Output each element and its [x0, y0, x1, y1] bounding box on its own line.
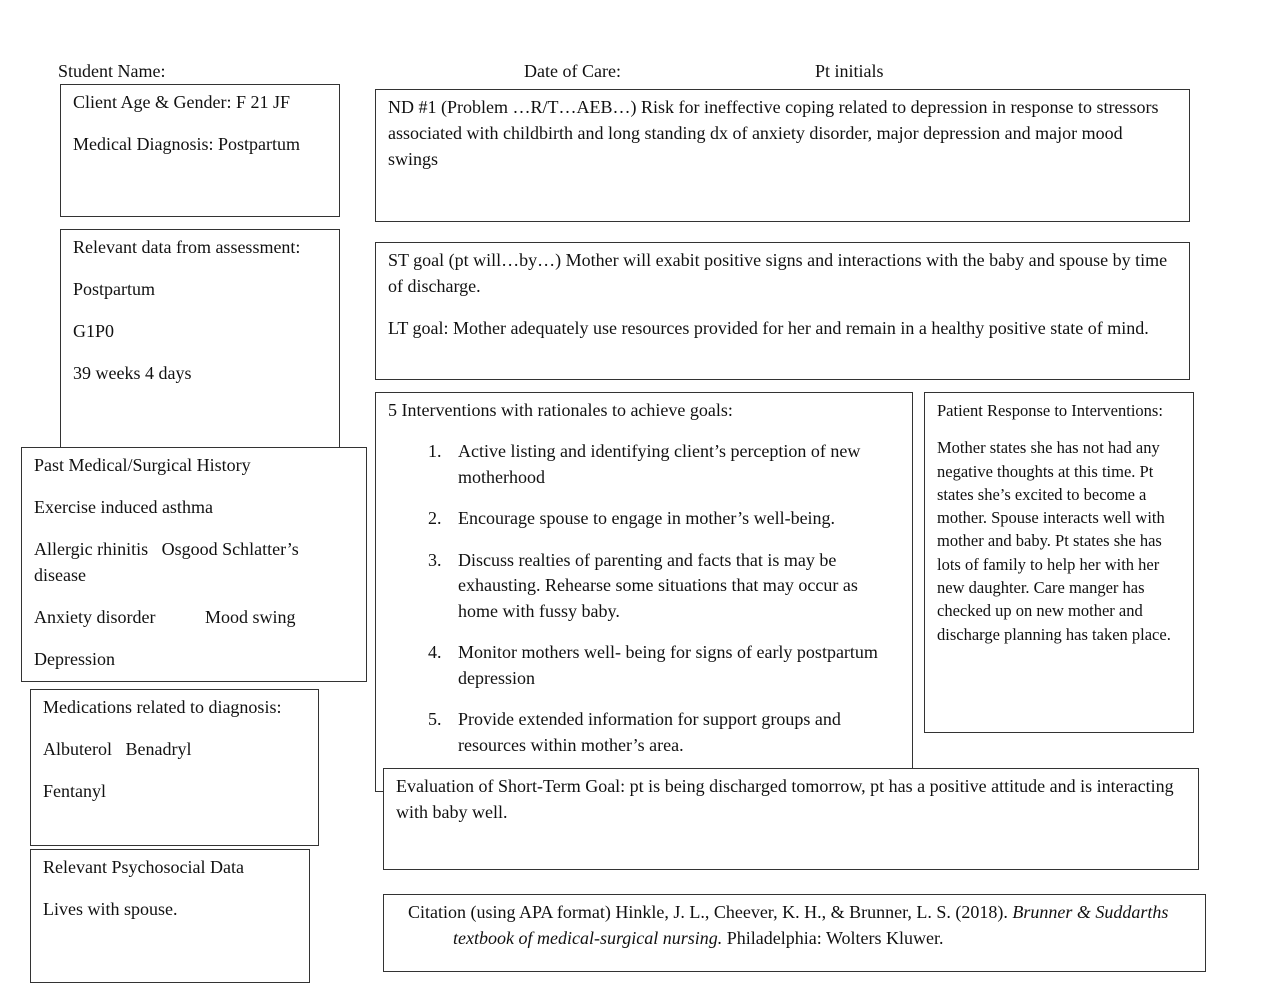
assessment-item: Postpartum [73, 279, 156, 299]
citation-box: Citation (using APA format) Hinkle, J. L… [383, 894, 1206, 972]
citation-suffix: Philadelphia: Wolters Kluwer. [722, 928, 944, 948]
medications-title: Medications related to diagnosis: [43, 697, 282, 717]
citation-title: Brunner & Suddarths textbook of medical-… [453, 902, 1169, 948]
student-name-label: Student Name: [58, 61, 166, 81]
date-of-care-label: Date of Care: [524, 61, 621, 81]
assessment-item: 39 weeks 4 days [73, 363, 192, 383]
patient-response-text: Mother states she has not had any negati… [937, 438, 1171, 644]
client-age-gender: Client Age & Gender: F 21 JF [73, 92, 290, 112]
intervention-item: Provide extended information for support… [446, 707, 900, 758]
long-term-goal: LT goal: Mother adequately use resources… [388, 318, 1149, 338]
goals-box: ST goal (pt will…by…) Mother will exabit… [375, 242, 1190, 380]
patient-response-box: Patient Response to Interventions: Mothe… [924, 392, 1194, 733]
psychosocial-box: Relevant Psychosocial Data Lives with sp… [30, 849, 310, 983]
patient-response-title: Patient Response to Interventions: [937, 401, 1163, 420]
psychosocial-item: Lives with spouse. [43, 899, 178, 919]
history-item: Anxiety disorder Mood swing [34, 607, 296, 627]
psychosocial-title: Relevant Psychosocial Data [43, 857, 244, 877]
history-item: Depression [34, 649, 115, 669]
intervention-item: Monitor mothers well- being for signs of… [446, 640, 900, 691]
assessment-title: Relevant data from assessment: [73, 237, 301, 257]
intervention-item: Discuss realties of parenting and facts … [446, 548, 900, 625]
intervention-item: Encourage spouse to engage in mother’s w… [446, 506, 900, 532]
medications-box: Medications related to diagnosis: Albute… [30, 689, 319, 846]
citation-prefix: Citation (using APA format) Hinkle, J. L… [408, 902, 1013, 922]
interventions-box: 5 Interventions with rationales to achie… [375, 392, 913, 792]
interventions-list: Active listing and identifying client’s … [388, 439, 900, 758]
pt-initials-label: Pt initials [815, 61, 884, 81]
evaluation-text: Evaluation of Short-Term Goal: pt is bei… [396, 776, 1174, 822]
intervention-item: Active listing and identifying client’s … [446, 439, 900, 490]
citation: Citation (using APA format) Hinkle, J. L… [396, 899, 1193, 951]
client-box: Client Age & Gender: F 21 JF Medical Dia… [60, 84, 340, 217]
history-item: Allergic rhinitis Osgood Schlatter’s dis… [34, 539, 304, 585]
history-box: Past Medical/Surgical History Exercise i… [21, 447, 367, 682]
medication-item: Albuterol Benadryl [43, 739, 192, 759]
nursing-diagnosis: ND #1 (Problem …R/T…AEB…) Risk for ineff… [388, 97, 1159, 169]
short-term-goal: ST goal (pt will…by…) Mother will exabit… [388, 250, 1168, 296]
evaluation-box: Evaluation of Short-Term Goal: pt is bei… [383, 768, 1199, 870]
assessment-box: Relevant data from assessment: Postpartu… [60, 229, 340, 459]
history-item: Exercise induced asthma [34, 497, 213, 517]
medication-item: Fentanyl [43, 781, 106, 801]
history-title: Past Medical/Surgical History [34, 455, 251, 475]
interventions-title: 5 Interventions with rationales to achie… [388, 400, 733, 420]
assessment-item: G1P0 [73, 321, 115, 341]
medical-diagnosis: Medical Diagnosis: Postpartum [73, 134, 300, 154]
nursing-diagnosis-box: ND #1 (Problem …R/T…AEB…) Risk for ineff… [375, 89, 1190, 222]
